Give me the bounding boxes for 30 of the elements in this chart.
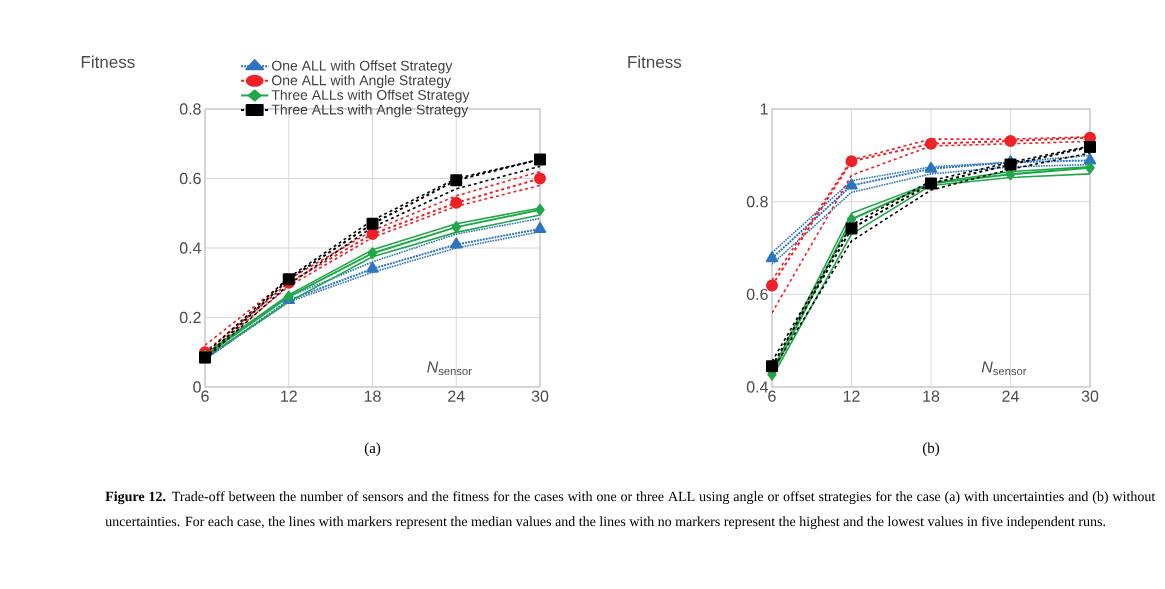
x-tick-label: 12 xyxy=(843,390,860,402)
text: Figure 12. Trade-off between the number of sensors and the fitness for the cases with one or three ALL using angle or offset strategies for the case (a) with uncertainties and (b) without uncertainties. For each case, the lines with markers represent the median values and the lines with no markers represent the highest and the lowest values in five independent runs. xyxy=(105,491,1156,530)
legend-label: One ALL with Offset Strategy xyxy=(271,60,453,74)
x-tick-label: 18 xyxy=(364,390,381,402)
x-tick-label: 30 xyxy=(531,390,549,402)
x-tick-label: 12 xyxy=(281,390,297,402)
y-tick-label: 0.6 xyxy=(179,172,201,185)
legend-label: Three ALLs with Offset Strategy xyxy=(271,89,470,103)
text: (b) xyxy=(922,442,940,457)
legend-label: One ALL with Angle Strategy xyxy=(271,74,452,89)
legend-label: Three ALLs with Angle Strategy xyxy=(271,104,469,118)
y-axis-title: Fitness xyxy=(81,55,135,68)
x-axis-title: N$_{sensor}$ xyxy=(427,361,472,376)
x-tick-label: 6 xyxy=(201,390,209,402)
y-axis-title: Fitness xyxy=(628,55,682,68)
y-tick-label: 0.8 xyxy=(746,196,768,208)
x-tick-label: 18 xyxy=(923,390,940,402)
y-tick-label: 0.4 xyxy=(746,381,768,393)
x-tick-label: 6 xyxy=(768,390,776,402)
y-tick-label: 0 xyxy=(193,381,201,393)
y-tick-label: 0.2 xyxy=(179,311,201,324)
y-tick-label: 0.8 xyxy=(179,103,201,115)
x-axis-title: N$_{sensor}$ xyxy=(981,361,1027,376)
y-tick-label: 0.4 xyxy=(179,242,201,254)
x-tick-label: 24 xyxy=(448,390,465,402)
text: (a) xyxy=(364,442,381,457)
x-tick-label: 24 xyxy=(1002,390,1019,402)
x-tick-label: 30 xyxy=(1081,390,1099,402)
y-tick-label: 0.6 xyxy=(746,288,768,300)
y-tick-label: 1 xyxy=(760,103,768,115)
